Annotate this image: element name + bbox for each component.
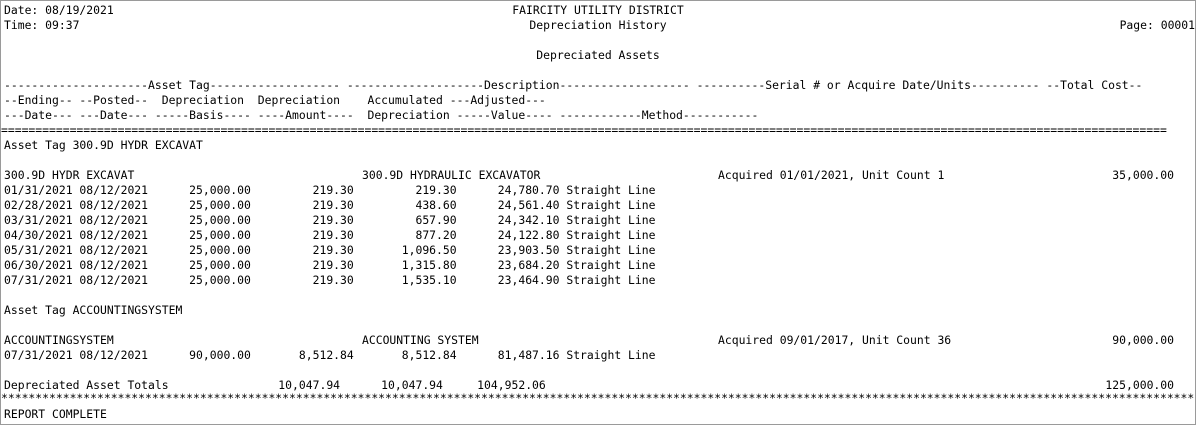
- report-complete-label: REPORT COMPLETE: [4, 407, 107, 421]
- totals-row: Depreciated Asset Totals 10,047.94 10,04…: [4, 378, 546, 392]
- depreciation-row: 01/31/2021 08/12/2021 25,000.00 219.30 2…: [4, 183, 656, 197]
- asset-acquired: Acquired 01/01/2021, Unit Count 1: [718, 168, 945, 182]
- organization-name: FAIRCITY UTILITY DISTRICT: [512, 3, 684, 17]
- asset-total-cost: 35,000.00: [1112, 168, 1174, 182]
- column-header-line-2: --Ending-- --Posted-- Depreciation Depre…: [4, 93, 546, 107]
- depreciation-row: 02/28/2021 08/12/2021 25,000.00 219.30 4…: [4, 198, 656, 212]
- asset-total-cost: 90,000.00: [1112, 333, 1174, 347]
- depreciation-row: 05/31/2021 08/12/2021 25,000.00 219.30 1…: [4, 243, 656, 257]
- depreciation-row: 04/30/2021 08/12/2021 25,000.00 219.30 8…: [4, 228, 656, 242]
- column-header-line-1: ---------------------Asset Tag----------…: [4, 78, 1143, 92]
- double-separator: ========================================…: [1, 123, 1167, 137]
- totals-total-cost: 125,000.00: [1105, 378, 1174, 392]
- depreciation-row: 03/31/2021 08/12/2021 25,000.00 219.30 6…: [4, 213, 656, 227]
- asset-description: ACCOUNTING SYSTEM: [362, 333, 479, 347]
- star-separator: ****************************************…: [1, 391, 1195, 405]
- report-title: Depreciation History: [529, 18, 667, 32]
- page-number: Page: 00001: [1119, 18, 1195, 32]
- asset-description: 300.9D HYDRAULIC EXCAVATOR: [362, 168, 541, 182]
- asset-acquired: Acquired 09/01/2017, Unit Count 36: [718, 333, 952, 347]
- depreciation-row: 07/31/2021 08/12/2021 90,000.00 8,512.84…: [4, 348, 656, 362]
- depreciation-row: 07/31/2021 08/12/2021 25,000.00 219.30 1…: [4, 273, 656, 287]
- asset-tag: 300.9D HYDR EXCAVAT: [4, 168, 135, 182]
- report-time: Time: 09:37: [4, 18, 80, 32]
- report-subtitle: Depreciated Assets: [536, 48, 660, 62]
- column-header-line-3: ---Date--- ---Date--- -----Basis---- ---…: [4, 108, 759, 122]
- depreciation-row: 06/30/2021 08/12/2021 25,000.00 219.30 1…: [4, 258, 656, 272]
- asset-group-heading: Asset Tag ACCOUNTINGSYSTEM: [4, 303, 183, 317]
- asset-tag: ACCOUNTINGSYSTEM: [4, 333, 114, 347]
- report-date: Date: 08/19/2021: [4, 3, 114, 17]
- asset-group-heading: Asset Tag 300.9D HYDR EXCAVAT: [4, 138, 203, 152]
